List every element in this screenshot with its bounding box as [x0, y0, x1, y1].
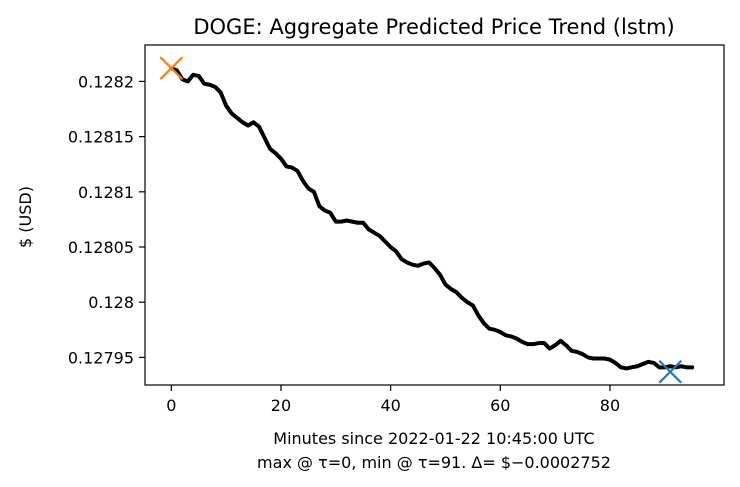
y-axis-label: $ (USD) — [16, 186, 35, 248]
y-tick-label: 0.12815 — [68, 128, 134, 147]
x-tick-label: 0 — [166, 396, 176, 415]
min-marker — [658, 359, 683, 384]
x-axis-label: Minutes since 2022-01-22 10:45:00 UTC — [273, 429, 594, 448]
y-axis: 0.12795 0.128 0.12805 0.1281 0.12815 0.1282 — [68, 72, 145, 367]
extrema-markers — [159, 56, 683, 384]
y-tick-label: 0.128 — [88, 293, 134, 312]
x-tick-label: 20 — [271, 396, 291, 415]
marker-stroke — [159, 56, 184, 80]
price-series-line — [169, 66, 695, 371]
y-tick-label: 0.1282 — [78, 72, 134, 91]
chart-title: DOGE: Aggregate Predicted Price Trend (l… — [193, 15, 674, 39]
x-axis-sublabel: max @ τ=0, min @ τ=91. Δ= $−0.0002752 — [257, 453, 611, 472]
x-axis: 0 20 40 60 80 — [166, 385, 620, 415]
y-tick-label: 0.1281 — [78, 183, 134, 202]
plot-frame — [144, 44, 725, 386]
x-tick-label: 60 — [490, 396, 510, 415]
x-tick-label: 40 — [380, 396, 400, 415]
max-marker — [159, 56, 184, 80]
y-tick-label: 0.12795 — [68, 348, 134, 367]
marker-stroke — [658, 359, 683, 384]
y-tick-label: 0.12805 — [68, 238, 134, 257]
x-tick-label: 80 — [600, 396, 620, 415]
